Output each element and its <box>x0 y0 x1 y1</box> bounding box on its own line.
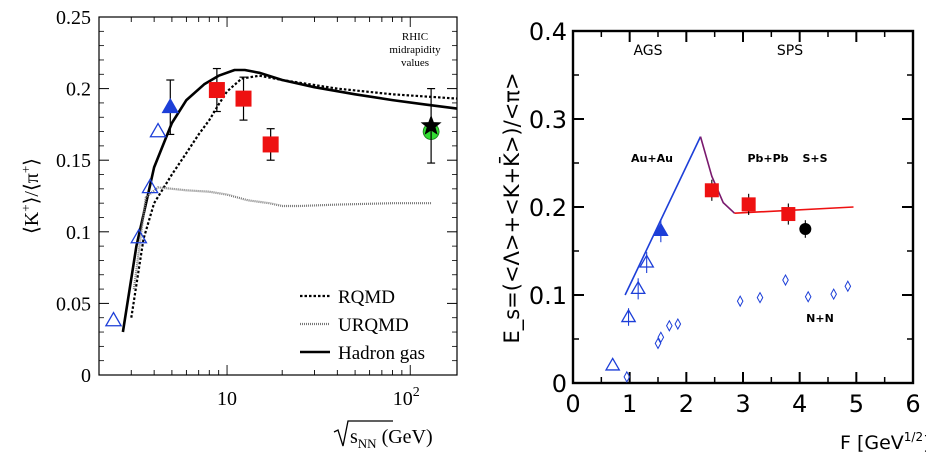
left-point-open-triangle <box>149 122 167 138</box>
right-x-tick-label: 0 <box>565 390 580 418</box>
left-y-axis-label: ⟨K+⟩/⟨π+⟩ <box>18 158 43 234</box>
right-point-filled-square <box>741 197 756 212</box>
right-x-tick-label: 4 <box>792 390 807 418</box>
left-curve-urqmd <box>132 186 432 290</box>
right-y-tick-label: 0.2 <box>529 194 567 222</box>
legend-label: RQMD <box>338 287 395 308</box>
right-point-open-triangle <box>620 308 637 323</box>
left-point-filled-square <box>262 136 279 153</box>
tick-base: 10 <box>393 388 413 410</box>
right-point-open-diamond <box>756 291 764 304</box>
left-y-tick-label: 0.25 <box>56 7 91 29</box>
right-x-tick-label: 6 <box>905 390 920 418</box>
right-y-axis-label: E_s=(<Λ>+<K+K̄>)/<π> <box>499 72 525 343</box>
left-y-tick-label: 0.15 <box>56 150 91 172</box>
right-curve-segment <box>624 136 702 296</box>
left-point-star <box>420 114 442 135</box>
right-curve-segment <box>699 136 736 214</box>
right-point-open-diamond <box>666 319 673 332</box>
left-point-filled-square <box>235 90 252 107</box>
right-x-tick-label: 5 <box>849 390 864 418</box>
right-point-open-diamond <box>657 331 665 344</box>
left-point-open-triangle <box>141 178 159 194</box>
ylabel-sup: + <box>18 204 33 211</box>
left-y-tick-label: 0.2 <box>66 79 91 101</box>
tick-base: 10 <box>217 388 237 410</box>
right-y-tick-label: 0.3 <box>529 106 567 134</box>
left-plot-frame <box>98 16 458 376</box>
ylabel-part: ⟩ <box>21 158 43 166</box>
xlabel-radicand: s <box>350 426 358 448</box>
xlabel-sup: 1/2 <box>904 430 923 444</box>
left-y-tick-label: 0 <box>81 365 91 387</box>
legend-label: Hadron gas <box>338 343 425 364</box>
right-annotation: Au+Au <box>631 152 673 165</box>
ylabel-sup: + <box>18 166 33 173</box>
tick-exponent: 2 <box>413 385 420 400</box>
right-point-filled-square <box>704 183 719 198</box>
right-annotation: N+N <box>806 312 834 325</box>
right-point-open-diamond <box>844 280 852 293</box>
right-point-open-diamond <box>674 318 682 331</box>
right-point-filled-triangle <box>653 222 669 236</box>
right-point-open-triangle <box>630 280 646 295</box>
left-y-tick-label: 0.1 <box>66 222 91 244</box>
right-point-open-triangle <box>638 254 655 268</box>
left-annotation-line: RHIC <box>402 31 428 43</box>
left-curve-hadron-gas <box>121 68 458 333</box>
right-x-axis-label: F [GeV1/2] <box>840 430 926 454</box>
xlabel-post: ] <box>923 432 926 454</box>
left-annotation-line: midrapidity <box>389 44 441 56</box>
right-annotation: SPS <box>777 43 803 59</box>
right-x-tick-label: 3 <box>735 390 750 418</box>
right-point-filled-square <box>781 207 796 222</box>
right-point-open-diamond <box>804 290 812 303</box>
xlabel-sub: NN <box>358 436 377 451</box>
right-chart: 0 1 2 3 4 5 6 0 0.1 0.2 0.3 0.4 AGS SPS Au+Au Pb+Pb S+S N… <box>499 18 926 454</box>
right-annotation: S+S <box>802 152 827 165</box>
right-point-open-diamond <box>830 288 837 301</box>
left-point-open-triangle <box>104 311 123 327</box>
left-point-filled-triangle <box>161 97 180 114</box>
legend-label: URQMD <box>338 315 409 336</box>
left-x-tick-label: 102 <box>393 385 420 410</box>
sqrt-sign-icon <box>333 420 393 447</box>
left-point-open-triangle <box>130 228 148 244</box>
left-point-filled-square <box>208 82 225 99</box>
right-y-tick-label: 0 <box>552 370 567 398</box>
right-annotation: AGS <box>633 43 662 59</box>
right-point-filled-circle <box>799 223 812 235</box>
left-x-axis-label: sNN (GeV) <box>350 426 433 451</box>
right-point-open-diamond <box>623 370 631 383</box>
left-annotation-line: values <box>401 57 429 69</box>
ylabel-part: ⟨K <box>21 211 43 234</box>
right-point-open-diamond <box>654 337 662 350</box>
left-y-tick-label: 0.05 <box>56 293 91 315</box>
right-point-open-triangle <box>604 357 621 371</box>
right-point-open-diamond <box>782 274 789 287</box>
left-x-tick-label: 10 <box>217 388 237 410</box>
right-annotation: Pb+Pb <box>747 152 788 165</box>
xlabel-base: F [GeV <box>840 432 904 454</box>
right-x-tick-label: 2 <box>679 390 694 418</box>
right-point-open-diamond <box>736 295 744 308</box>
right-y-tick-label: 0.1 <box>529 282 567 310</box>
left-curve-rqmd <box>130 74 458 318</box>
xlabel-unit: (GeV) <box>377 426 433 448</box>
right-y-tick-label: 0.4 <box>529 18 567 46</box>
ylabel-part: ⟩/⟨π <box>21 173 43 204</box>
right-x-tick-label: 1 <box>622 390 637 418</box>
